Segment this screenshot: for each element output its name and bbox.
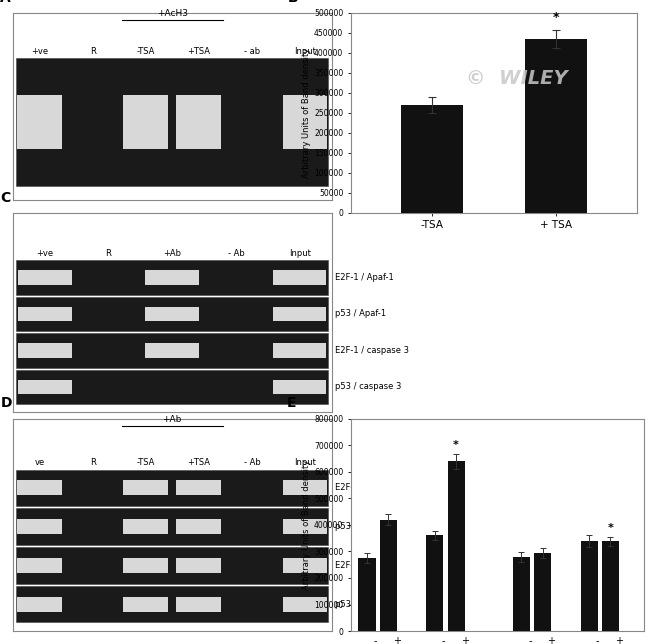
Bar [283,519,327,535]
Bar [580,541,597,631]
Bar [602,542,619,631]
Bar [426,535,443,631]
Text: *: * [608,522,614,533]
Bar [177,596,221,612]
Bar [16,508,328,545]
Text: ©  WILEY: © WILEY [466,70,567,88]
Text: p53 / Apaf-1: p53 / Apaf-1 [335,310,386,319]
Text: +TSA: +TSA [187,47,211,56]
Bar [124,558,168,573]
Bar [16,370,328,404]
Bar [380,520,397,631]
Bar [177,558,221,573]
Bar [16,260,328,295]
Bar [16,586,328,622]
Bar [534,553,551,631]
Text: ve: ve [34,459,45,468]
Bar [18,558,62,573]
Text: +Ab: +Ab [162,415,182,424]
Text: +ve: +ve [31,47,48,56]
Bar [146,270,199,285]
Bar [177,519,221,535]
Text: *: * [553,12,560,24]
Y-axis label: Arbitrary Units of Band density: Arbitrary Units of Band density [302,460,311,590]
Bar [283,558,327,573]
Text: B: B [288,0,299,5]
Text: +ve: +ve [36,249,53,258]
Bar [18,95,62,149]
Text: E: E [287,396,296,410]
Bar [18,270,72,285]
Text: p53 / Apaf-1: p53 / Apaf-1 [335,522,386,531]
Text: -TSA: -TSA [136,47,155,56]
Text: E2F-1 / Apaf-1: E2F-1 / Apaf-1 [335,484,393,492]
Bar [16,469,328,506]
Y-axis label: Arbitrary Units of Band density: Arbitrary Units of Band density [302,48,311,178]
Bar [283,480,327,495]
Text: R: R [90,47,96,56]
Bar [18,480,62,495]
Text: D: D [0,396,12,410]
Bar [273,343,326,357]
Bar [16,297,328,331]
Bar [18,380,72,394]
Text: A: A [0,0,11,5]
Bar [18,519,62,535]
Bar [358,558,376,631]
Bar [525,39,587,213]
Text: p53 / caspase 3: p53 / caspase 3 [335,600,401,609]
Bar [283,596,327,612]
Bar [146,307,199,321]
Bar [283,95,327,149]
Bar [16,334,328,368]
Bar [18,596,62,612]
Text: - Ab: - Ab [244,459,260,468]
Text: +TSA: +TSA [187,459,211,468]
Text: p53 / caspase 3: p53 / caspase 3 [335,383,401,392]
Bar [448,461,465,631]
Text: Input: Input [294,459,316,468]
Bar [124,596,168,612]
Bar [177,480,221,495]
Bar [273,380,326,394]
Text: E2F-1 / caspase 3: E2F-1 / caspase 3 [335,561,409,570]
Text: - ab: - ab [244,47,260,56]
Text: *: * [453,440,459,450]
Bar [273,270,326,285]
Text: +Ab: +Ab [163,249,181,258]
Bar [146,343,199,357]
Bar [513,556,530,631]
Text: Input: Input [294,47,316,56]
Text: R: R [90,459,96,468]
Bar [18,343,72,357]
Text: - Ab: - Ab [227,249,244,258]
Bar [124,480,168,495]
Bar [18,307,72,321]
Text: Input: Input [289,249,311,258]
Text: -TSA: -TSA [136,459,155,468]
Bar [16,547,328,583]
Text: C: C [0,191,10,205]
Bar [124,95,168,149]
Text: R: R [105,249,112,258]
Bar [124,519,168,535]
Text: E2F-1 / caspase 3: E2F-1 / caspase 3 [335,346,409,355]
Text: +AcH3: +AcH3 [157,9,188,18]
Bar [177,95,221,149]
Text: E2F-1 / Apaf-1: E2F-1 / Apaf-1 [335,273,393,282]
Bar [273,307,326,321]
Bar [401,105,463,213]
Bar [16,58,328,186]
